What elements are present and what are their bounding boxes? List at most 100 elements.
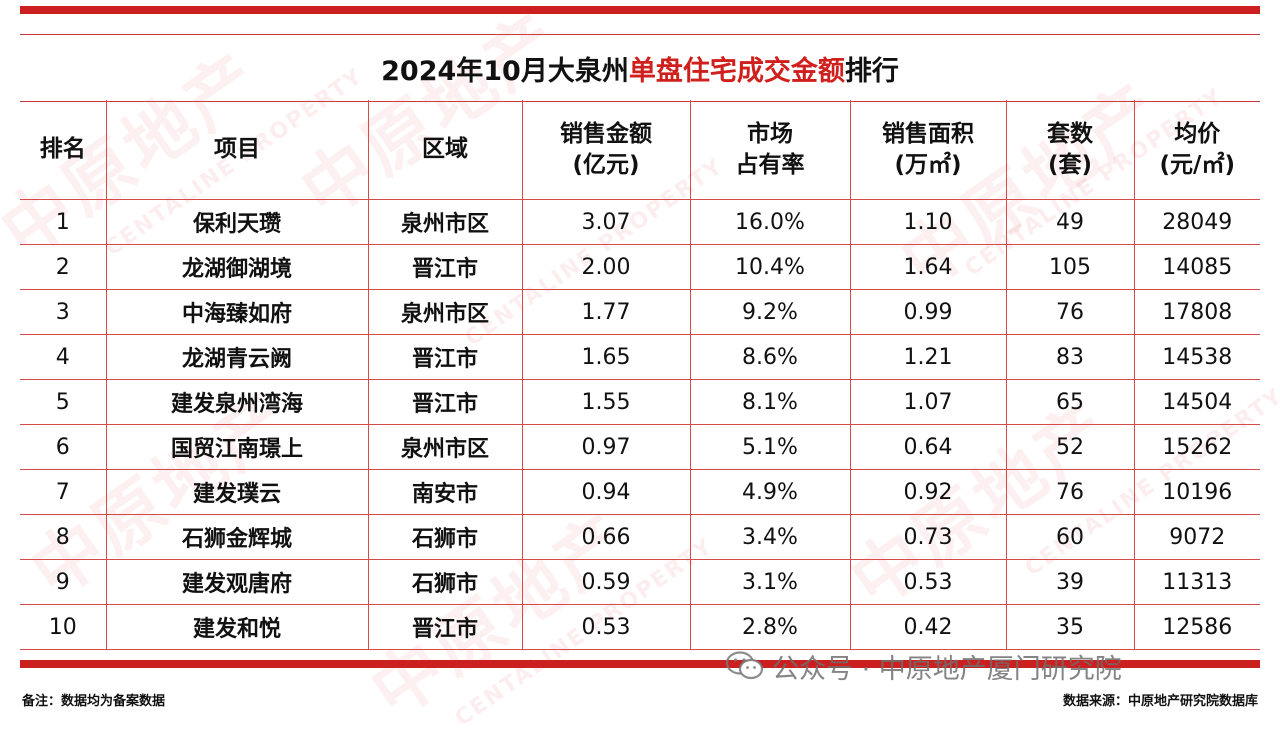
title-suffix: 排行 [844, 55, 899, 87]
sales-area-cell: 1.21 [850, 334, 1007, 380]
column-header-text: (元/㎡) [1159, 151, 1235, 178]
rank-cell: 10 [20, 604, 107, 650]
units-cell: 49 [1006, 199, 1135, 245]
footer-note: 备注：数据均为备案数据 [22, 694, 166, 709]
market-share-cell: 3.4% [690, 514, 851, 560]
bottom-accent-bar [20, 660, 1260, 668]
sales-area-cell: 0.73 [850, 514, 1007, 560]
column-header-text: (套) [1047, 151, 1093, 178]
rank-cell: 1 [20, 199, 107, 245]
market-share-cell: 16.0% [690, 199, 851, 245]
units-cell: 52 [1006, 424, 1135, 470]
rank-cell: 9 [20, 559, 107, 605]
project-cell: 石狮金辉城 [106, 514, 369, 560]
units-cell: 65 [1006, 379, 1135, 425]
project-cell: 保利天瓒 [106, 199, 369, 245]
table-header-row: 排名 项目 区域 销售金额 (亿元) 市场 占有率 销售面积 (万㎡) 套数 (套) 均价 (元/㎡) [20, 100, 1260, 200]
region-cell: 泉州市区 [368, 289, 523, 335]
region-cell: 泉州市区 [368, 424, 523, 470]
sales-area-cell: 0.92 [850, 469, 1007, 515]
column-header-text: 排名 [39, 136, 86, 162]
wechat-watermark: 公众号 · 中原地产厦门研究院 [725, 648, 1122, 685]
rank-cell: 5 [20, 379, 107, 425]
sales-amount-cell: 0.94 [522, 469, 691, 515]
table-row: 1 保利天瓒 泉州市区 3.07 16.0% 1.10 49 28049 [20, 199, 1260, 245]
sales-amount-cell: 1.77 [522, 289, 691, 335]
column-header: 市场 占有率 [690, 100, 851, 200]
region-cell: 南安市 [368, 469, 523, 515]
project-cell: 建发观唐府 [106, 559, 369, 605]
region-cell: 石狮市 [368, 514, 523, 560]
market-share-cell: 8.1% [690, 379, 851, 425]
project-cell: 龙湖青云阙 [106, 334, 369, 380]
units-cell: 76 [1006, 469, 1135, 515]
avg-price-cell: 12586 [1134, 604, 1260, 650]
column-header-text: 项目 [214, 136, 260, 162]
title-highlight: 单盘住宅成交金额 [628, 55, 845, 87]
region-cell: 晋江市 [368, 604, 523, 650]
region-cell: 晋江市 [368, 334, 523, 380]
column-header: 销售金额 (亿元) [522, 100, 691, 200]
rank-cell: 6 [20, 424, 107, 470]
region-cell: 泉州市区 [368, 199, 523, 245]
units-cell: 39 [1006, 559, 1135, 605]
column-header: 排名 [20, 100, 107, 200]
table-row: 8 石狮金辉城 石狮市 0.66 3.4% 0.73 60 9072 [20, 514, 1260, 560]
table-row: 10 建发和悦 晋江市 0.53 2.8% 0.42 35 12586 [20, 604, 1260, 650]
table-row: 4 龙湖青云阙 晋江市 1.65 8.6% 1.21 83 14538 [20, 334, 1260, 380]
rank-cell: 7 [20, 469, 107, 515]
rank-cell: 3 [20, 289, 107, 335]
market-share-cell: 3.1% [690, 559, 851, 605]
wechat-icon [725, 651, 764, 681]
avg-price-cell: 14538 [1134, 334, 1260, 380]
project-cell: 中海臻如府 [106, 289, 369, 335]
rank-cell: 8 [20, 514, 107, 560]
market-share-cell: 5.1% [690, 424, 851, 470]
table-row: 9 建发观唐府 石狮市 0.59 3.1% 0.53 39 11313 [20, 559, 1260, 605]
sales-area-cell: 1.64 [850, 244, 1007, 290]
sales-amount-cell: 0.53 [522, 604, 691, 650]
column-header: 均价 (元/㎡) [1134, 100, 1260, 200]
avg-price-cell: 15262 [1134, 424, 1260, 470]
avg-price-cell: 9072 [1134, 514, 1260, 560]
rank-cell: 2 [20, 244, 107, 290]
sales-area-cell: 1.07 [850, 379, 1007, 425]
footer-source: 数据来源：中原地产研究院数据库 [1062, 694, 1258, 709]
market-share-cell: 10.4% [690, 244, 851, 290]
units-cell: 35 [1006, 604, 1135, 650]
table-row: 2 龙湖御湖境 晋江市 2.00 10.4% 1.64 105 14085 [20, 244, 1260, 290]
project-cell: 国贸江南璟上 [106, 424, 369, 470]
table-row: 5 建发泉州湾海 晋江市 1.55 8.1% 1.07 65 14504 [20, 379, 1260, 425]
column-header-text: 占有率 [735, 151, 805, 178]
table-body: 1 保利天瓒 泉州市区 3.07 16.0% 1.10 49 28049 2 龙湖御湖境 晋江市 2.… [20, 199, 1260, 650]
column-header-text: (亿元) [572, 151, 640, 178]
project-cell: 龙湖御湖境 [106, 244, 369, 290]
market-share-cell: 9.2% [690, 289, 851, 335]
column-header-text: 市场 [747, 120, 793, 147]
avg-price-cell: 14085 [1134, 244, 1260, 290]
rank-cell: 4 [20, 334, 107, 380]
sales-amount-cell: 0.97 [522, 424, 691, 470]
column-header: 销售面积 (万㎡) [850, 100, 1007, 200]
page-title: 2024年10月大泉州 单盘住宅成交金额 排行 [20, 34, 1260, 102]
market-share-cell: 8.6% [690, 334, 851, 380]
sales-amount-cell: 1.65 [522, 334, 691, 380]
sales-area-cell: 0.64 [850, 424, 1007, 470]
sales-amount-cell: 0.59 [522, 559, 691, 605]
ranking-table: 排名 项目 区域 销售金额 (亿元) 市场 占有率 销售面积 (万㎡) 套数 (套) 均价 (元/㎡) … [20, 100, 1260, 650]
column-header-text: 销售金额 [560, 120, 652, 147]
column-header-text: 区域 [422, 136, 468, 162]
sales-area-cell: 0.53 [850, 559, 1007, 605]
column-header-text: 均价 [1174, 120, 1221, 147]
avg-price-cell: 11313 [1134, 559, 1260, 605]
units-cell: 105 [1006, 244, 1135, 290]
avg-price-cell: 10196 [1134, 469, 1260, 515]
avg-price-cell: 14504 [1134, 379, 1260, 425]
units-cell: 83 [1006, 334, 1135, 380]
sales-amount-cell: 1.55 [522, 379, 691, 425]
region-cell: 晋江市 [368, 244, 523, 290]
sales-amount-cell: 0.66 [522, 514, 691, 560]
sales-amount-cell: 2.00 [522, 244, 691, 290]
table-row: 6 国贸江南璟上 泉州市区 0.97 5.1% 0.64 52 15262 [20, 424, 1260, 470]
column-header: 区域 [368, 100, 523, 200]
